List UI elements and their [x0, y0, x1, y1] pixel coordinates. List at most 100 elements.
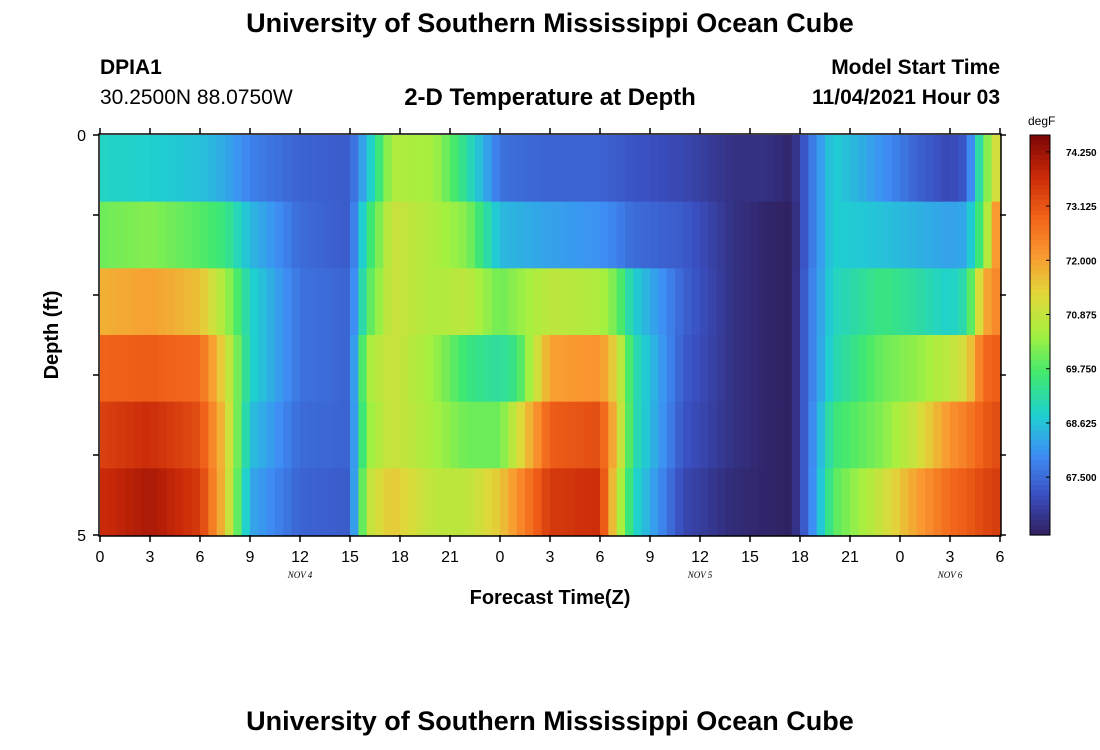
heatmap-cell: [983, 201, 993, 269]
heatmap-cell: [508, 268, 518, 336]
colorbar-slice: [1030, 295, 1050, 301]
heatmap-cell: [725, 201, 734, 269]
colorbar-slice: [1030, 520, 1050, 526]
colorbar-slice: [1030, 260, 1050, 266]
heatmap-cell: [566, 201, 576, 269]
heatmap-cell: [708, 268, 718, 336]
heatmap-cell: [858, 335, 868, 403]
colorbar-slice: [1030, 430, 1050, 436]
heatmap-cell: [600, 135, 609, 203]
heatmap-cell: [183, 335, 193, 403]
heatmap-cell: [883, 135, 893, 203]
heatmap-cell: [841, 135, 851, 203]
heatmap-cell: [350, 135, 359, 203]
heatmap-cell: [125, 468, 134, 536]
heatmap-cell: [341, 468, 351, 536]
heatmap-cell: [658, 268, 668, 336]
colorbar-slice: [1030, 315, 1050, 321]
heatmap-cell: [725, 335, 734, 403]
heatmap-cell: [308, 268, 318, 336]
heatmap-cell: [533, 468, 543, 536]
heatmap-cell: [858, 201, 868, 269]
heatmap-cell: [625, 201, 634, 269]
heatmap-cell: [633, 268, 643, 336]
heatmap-cell: [491, 201, 501, 269]
x-tick-label: 3: [546, 549, 555, 566]
heatmap-cell: [558, 401, 568, 469]
heatmap-cell: [100, 135, 109, 203]
heatmap-cell: [941, 335, 951, 403]
heatmap-cell: [641, 335, 651, 403]
heatmap-cell: [191, 135, 201, 203]
heatmap-cell: [341, 201, 351, 269]
heatmap-cell: [125, 135, 134, 203]
heatmap-cell: [391, 135, 401, 203]
heatmap-cell: [800, 401, 809, 469]
heatmap-cell: [716, 135, 726, 203]
heatmap-cells: [100, 135, 1001, 536]
heatmap-cell: [691, 468, 701, 536]
heatmap-cell: [141, 468, 151, 536]
heatmap-cell: [850, 268, 859, 336]
heatmap-cell: [675, 135, 684, 203]
heatmap-cell: [975, 135, 984, 203]
heatmap-cell: [908, 268, 918, 336]
heatmap-cell: [458, 135, 468, 203]
colorbar-slice: [1030, 195, 1050, 201]
heatmap-cell: [158, 268, 168, 336]
heatmap-cell: [316, 201, 326, 269]
heatmap-cell: [100, 268, 109, 336]
heatmap-cell: [425, 335, 434, 403]
heatmap-cell: [466, 468, 476, 536]
heatmap-cell: [108, 201, 118, 269]
heatmap-cell: [225, 335, 234, 403]
heatmap-cell: [866, 201, 876, 269]
heatmap-cell: [491, 468, 501, 536]
heatmap-cell: [300, 268, 309, 336]
heatmap-cell: [833, 135, 843, 203]
heatmap-cell: [275, 468, 284, 536]
heatmap-cell: [975, 401, 984, 469]
heatmap-cell: [750, 401, 759, 469]
heatmap-cell: [341, 335, 351, 403]
heatmap-cell: [416, 201, 426, 269]
heatmap-cell: [983, 468, 993, 536]
heatmap-cell: [825, 201, 834, 269]
heatmap-cell: [425, 201, 434, 269]
heatmap-cell: [325, 135, 334, 203]
heatmap-cell: [408, 268, 418, 336]
x-tick-label: 21: [841, 549, 859, 566]
heatmap-cell: [825, 135, 834, 203]
heatmap-cell: [766, 468, 776, 536]
heatmap-cell: [675, 335, 684, 403]
colorbar-slice: [1030, 500, 1050, 506]
heatmap-cell: [433, 135, 443, 203]
heatmap-cell: [200, 135, 209, 203]
heatmap-cell: [175, 201, 184, 269]
heatmap-cell: [358, 201, 368, 269]
heatmap-cell: [225, 468, 234, 536]
heatmap-cell: [533, 335, 543, 403]
heatmap-cell: [650, 135, 659, 203]
colorbar-tick-label: 74.250: [1066, 148, 1097, 159]
colorbar-slice: [1030, 455, 1050, 461]
heatmap-cell: [916, 401, 926, 469]
heatmap-cell: [133, 401, 143, 469]
heatmap-cell: [891, 268, 901, 336]
heatmap-cell: [116, 468, 126, 536]
heatmap-cell: [675, 401, 684, 469]
heatmap-cell: [583, 401, 593, 469]
heatmap-cell: [225, 268, 234, 336]
heatmap-cell: [791, 201, 801, 269]
heatmap-cell: [216, 268, 226, 336]
heatmap-cell: [583, 268, 593, 336]
heatmap-cell: [175, 268, 184, 336]
heatmap-cell: [141, 335, 151, 403]
heatmap-cell: [783, 468, 793, 536]
heatmap-cell: [541, 201, 551, 269]
heatmap-cell: [183, 468, 193, 536]
colorbar-slice: [1030, 140, 1050, 146]
heatmap-cell: [291, 468, 301, 536]
heatmap-cell: [500, 468, 509, 536]
heatmap-cell: [258, 268, 268, 336]
